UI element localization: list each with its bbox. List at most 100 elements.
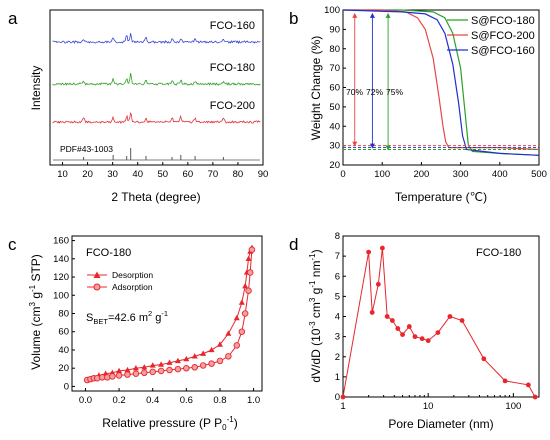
panel-c-point-adsorption <box>216 357 224 365</box>
panel-c-x-tick-label: 0.6 <box>180 395 193 406</box>
panel-c-x-tick-label: 1.0 <box>247 395 260 406</box>
panel-a-label-fco200: FCO-200 <box>210 100 255 112</box>
panel-a-x-tick-label: 90 <box>258 169 269 180</box>
panel-b-letter: b <box>289 9 298 28</box>
panel-b-arrow-head-bottom <box>369 143 375 149</box>
panel-a-x-tick-label: 20 <box>82 169 93 180</box>
panel-c-point-desorption <box>149 362 156 368</box>
panel-c-y-tick-label: 160 <box>53 236 69 247</box>
panel-d-point <box>384 314 390 319</box>
panel-b-y-tick-label: 100 <box>324 5 340 16</box>
panel-a-curve-fco-160 <box>52 33 261 45</box>
panel-c-point-adsorption <box>248 246 256 253</box>
panel-c-point-desorption <box>116 367 123 374</box>
panel-d-point <box>435 330 441 335</box>
panel-d-line <box>342 248 536 398</box>
panel-a-y-label: Intensity <box>29 66 43 111</box>
legend-label-desorption: Desorption <box>112 270 153 280</box>
panel-c-point-desorption <box>158 361 165 367</box>
panel-c-y-tick-label: 60 <box>58 327 69 338</box>
panel-c-title: FCO-180 <box>86 247 131 259</box>
panel-c-point-desorption <box>216 341 223 347</box>
panel-c-curves <box>83 244 256 384</box>
panel-d-point <box>412 334 418 340</box>
panel-b-legend: S@FCO-180 S@FCO-200 S@FCO-160 <box>447 15 535 57</box>
panel-c-y-tick-label: 20 <box>58 363 69 374</box>
legend-label-s-fco200: S@FCO-200 <box>471 30 535 42</box>
panel-c-point-adsorption <box>157 367 165 375</box>
panel-a-x-label: 2 Theta (degree) <box>111 190 200 204</box>
panel-c-point-adsorption <box>191 364 198 371</box>
panel-a-x-ticks: 10 20 30 40 50 60 70 80 90 <box>57 162 268 180</box>
panel-c-x-tick-label: 0.8 <box>213 395 226 406</box>
panel-d-point <box>395 326 401 331</box>
panel-d-point <box>525 382 531 388</box>
panel-b-annotations: 70% 72% 75% <box>346 87 403 97</box>
legend-label-s-fco160: S@FCO-160 <box>471 45 535 57</box>
panel-c-point-adsorption <box>141 369 148 377</box>
panel-a-curve-fco-200 <box>52 111 261 124</box>
panel-a-label-fco180: FCO-180 <box>210 62 255 74</box>
panel-c-point-desorption <box>242 282 249 289</box>
panel-c-point-adsorption <box>149 368 156 376</box>
panel-d-frame <box>342 235 540 398</box>
panel-d-letter: d <box>289 235 298 254</box>
panel-c-y-tick-label: 140 <box>53 254 69 265</box>
panel-c-legend: Desorption Adsorption <box>87 270 153 292</box>
panel-c-point-desorption <box>141 364 148 370</box>
panel-c-x-tick-label: 0.2 <box>112 395 125 406</box>
panel-d-y-tick-label: 2 <box>335 352 340 363</box>
legend-marker-desorption <box>93 271 101 278</box>
panel-c-point-desorption <box>183 355 190 362</box>
panel-a-x-tick-label: 80 <box>233 169 244 180</box>
panel-c-x-tick-label: 0.4 <box>146 395 159 406</box>
legend-marker-adsorption <box>93 283 101 291</box>
panel-c-point-adsorption <box>124 371 131 378</box>
panel-b-y-tick-label: 30 <box>329 141 340 152</box>
panel-d-y-label: dV/dD (10-3 cm3 g-1 nm-1) <box>308 249 323 382</box>
panel-c-point-desorption <box>191 353 198 359</box>
panel-c-y-tick-label: 80 <box>58 309 69 320</box>
panel-b-y-tick-label: 70 <box>329 63 340 74</box>
panel-c-point-adsorption <box>183 364 190 372</box>
panel-d-point <box>502 378 508 384</box>
panel-b-curve-s-fco-180 <box>343 9 540 156</box>
panel-a-label-fco160: FCO-160 <box>210 20 255 32</box>
panel-b-x-tick-label: 100 <box>374 169 390 180</box>
panel-a-x-tick-label: 60 <box>183 169 194 180</box>
panel-b-curve-s-fco-160 <box>342 9 540 156</box>
panel-b-pct-75: 75% <box>386 87 403 97</box>
panel-d-y-tick-label: 7 <box>335 251 340 262</box>
panel-c-point-adsorption <box>208 360 215 367</box>
panel-a-x-tick-label: 10 <box>57 169 68 180</box>
panel-b-y-tick-label: 20 <box>329 160 340 171</box>
panel-d-y-tick-label: 0 <box>335 392 340 403</box>
panel-b-curves <box>342 9 540 156</box>
panel-c-point-desorption <box>174 357 181 364</box>
panel-c-bet: c 0.0 0.2 0.4 0.6 0.8 1.0 0 20 40 60 80 100 120 140 16… <box>8 235 263 432</box>
panel-a-frame <box>49 9 264 166</box>
panel-d-point <box>425 338 431 344</box>
panel-c-ticks: 0.0 0.2 0.4 0.6 0.8 1.0 0 20 40 60 80 100 120 140 160 <box>53 236 260 406</box>
panel-d-point <box>375 281 381 287</box>
panel-b-arrow-head-top <box>369 12 375 18</box>
panel-a-xrd: a 10 20 30 40 50 60 70 80 90 2 Theta (degree) In… <box>8 9 268 204</box>
panel-c-y-tick-label: 40 <box>58 345 69 356</box>
panel-c-point-adsorption <box>245 287 252 294</box>
panel-a-curves <box>52 33 261 161</box>
panel-d-y-tick-label: 4 <box>335 312 340 323</box>
panel-b-x-tick-label: 0 <box>340 169 345 180</box>
panel-c-point-desorption <box>124 366 131 373</box>
panel-c-point-adsorption <box>174 365 182 373</box>
panel-b-pct-72: 72% <box>366 87 383 97</box>
panel-c-point-adsorption <box>233 342 241 349</box>
panel-b-y-label: Weight Change (%) <box>309 36 323 141</box>
panel-c-point-adsorption <box>115 372 123 379</box>
panel-b-x-label: Temperature (℃) <box>395 190 487 204</box>
panel-d-point <box>340 394 346 400</box>
panel-c-point-desorption <box>132 365 139 371</box>
panel-b-x-tick-label: 300 <box>453 169 469 180</box>
panel-b-arrow-head-bottom <box>385 145 391 151</box>
